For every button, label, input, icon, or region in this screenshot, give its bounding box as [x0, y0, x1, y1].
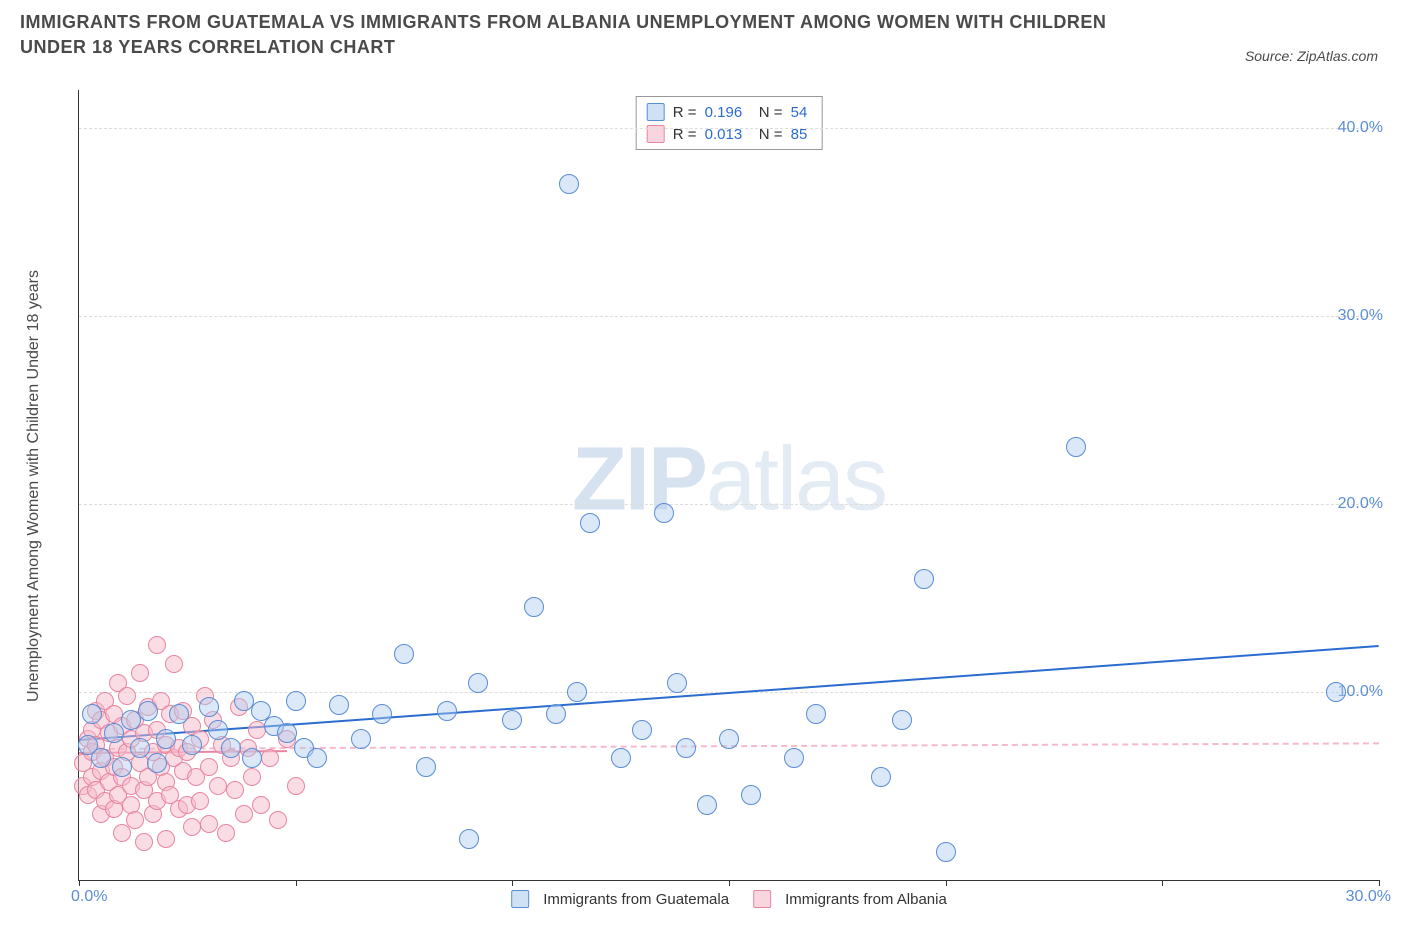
data-point: [135, 833, 153, 851]
data-point: [226, 781, 244, 799]
data-point: [277, 723, 297, 743]
data-point: [199, 697, 219, 717]
data-point: [611, 748, 631, 768]
data-point: [502, 710, 522, 730]
data-point: [936, 842, 956, 862]
data-point: [914, 569, 934, 589]
data-point: [169, 704, 189, 724]
data-point: [243, 768, 261, 786]
x-tick: [729, 880, 730, 886]
data-point: [118, 687, 136, 705]
data-point: [157, 830, 175, 848]
swatch-pink-icon: [753, 890, 771, 908]
data-point: [200, 758, 218, 776]
data-point: [261, 749, 279, 767]
watermark: ZIPatlas: [572, 428, 886, 531]
data-point: [148, 636, 166, 654]
data-point: [131, 664, 149, 682]
data-point: [209, 777, 227, 795]
y-tick-label: 20.0%: [1338, 495, 1383, 513]
gridline: [79, 316, 1379, 317]
x-tick: [1162, 880, 1163, 886]
data-point: [524, 597, 544, 617]
data-point: [147, 753, 167, 773]
data-point: [248, 721, 266, 739]
plot-area: ZIPatlas 0.0% 30.0% R = 0.196 N = 54 R =…: [78, 90, 1379, 881]
data-point: [91, 748, 111, 768]
data-point: [437, 701, 457, 721]
data-point: [252, 796, 270, 814]
data-point: [654, 503, 674, 523]
gridline: [79, 128, 1379, 129]
data-point: [182, 735, 202, 755]
data-point: [806, 704, 826, 724]
x-axis-max-label: 30.0%: [1346, 888, 1391, 906]
swatch-blue-icon: [511, 890, 529, 908]
data-point: [468, 673, 488, 693]
data-point: [1326, 682, 1346, 702]
legend-row-guatemala: R = 0.196 N = 54: [647, 101, 812, 123]
x-tick: [1379, 880, 1380, 886]
data-point: [719, 729, 739, 749]
data-point: [269, 811, 287, 829]
x-tick: [79, 880, 80, 886]
data-point: [112, 757, 132, 777]
data-point: [217, 824, 235, 842]
y-tick-label: 40.0%: [1338, 119, 1383, 137]
data-point: [138, 701, 158, 721]
y-tick-label: 30.0%: [1338, 307, 1383, 325]
data-point: [104, 723, 124, 743]
data-point: [183, 818, 201, 836]
data-point: [784, 748, 804, 768]
data-point: [459, 829, 479, 849]
legend-item-guatemala: Immigrants from Guatemala: [511, 890, 729, 908]
swatch-blue-icon: [647, 103, 665, 121]
data-point: [372, 704, 392, 724]
data-point: [394, 644, 414, 664]
x-tick: [512, 880, 513, 886]
data-point: [567, 682, 587, 702]
chart-title: IMMIGRANTS FROM GUATEMALA VS IMMIGRANTS …: [20, 10, 1120, 60]
correlation-legend: R = 0.196 N = 54 R = 0.013 N = 85: [636, 96, 823, 150]
data-point: [156, 729, 176, 749]
x-tick: [296, 880, 297, 886]
data-point: [546, 704, 566, 724]
data-point: [82, 704, 102, 724]
data-point: [416, 757, 436, 777]
data-point: [287, 777, 305, 795]
data-point: [286, 691, 306, 711]
data-point: [892, 710, 912, 730]
data-point: [242, 748, 262, 768]
legend-row-albania: R = 0.013 N = 85: [647, 123, 812, 145]
data-point: [741, 785, 761, 805]
data-point: [676, 738, 696, 758]
data-point: [1066, 437, 1086, 457]
source-attribution: Source: ZipAtlas.com: [1245, 48, 1378, 64]
data-point: [580, 513, 600, 533]
data-point: [351, 729, 371, 749]
data-point: [165, 655, 183, 673]
data-point: [871, 767, 891, 787]
data-point: [235, 805, 253, 823]
data-point: [221, 738, 241, 758]
y-axis-label: Unemployment Among Women with Children U…: [25, 270, 43, 702]
data-point: [130, 738, 150, 758]
x-tick: [946, 880, 947, 886]
data-point: [632, 720, 652, 740]
data-point: [697, 795, 717, 815]
data-point: [329, 695, 349, 715]
data-point: [559, 174, 579, 194]
series-legend: Immigrants from Guatemala Immigrants fro…: [511, 890, 947, 908]
data-point: [307, 748, 327, 768]
x-axis-min-label: 0.0%: [71, 888, 107, 906]
data-point: [200, 815, 218, 833]
data-point: [667, 673, 687, 693]
data-point: [208, 720, 228, 740]
data-point: [191, 792, 209, 810]
data-point: [126, 811, 144, 829]
legend-item-albania: Immigrants from Albania: [753, 890, 947, 908]
gridline: [79, 504, 1379, 505]
chart-container: Unemployment Among Women with Children U…: [20, 86, 1386, 916]
